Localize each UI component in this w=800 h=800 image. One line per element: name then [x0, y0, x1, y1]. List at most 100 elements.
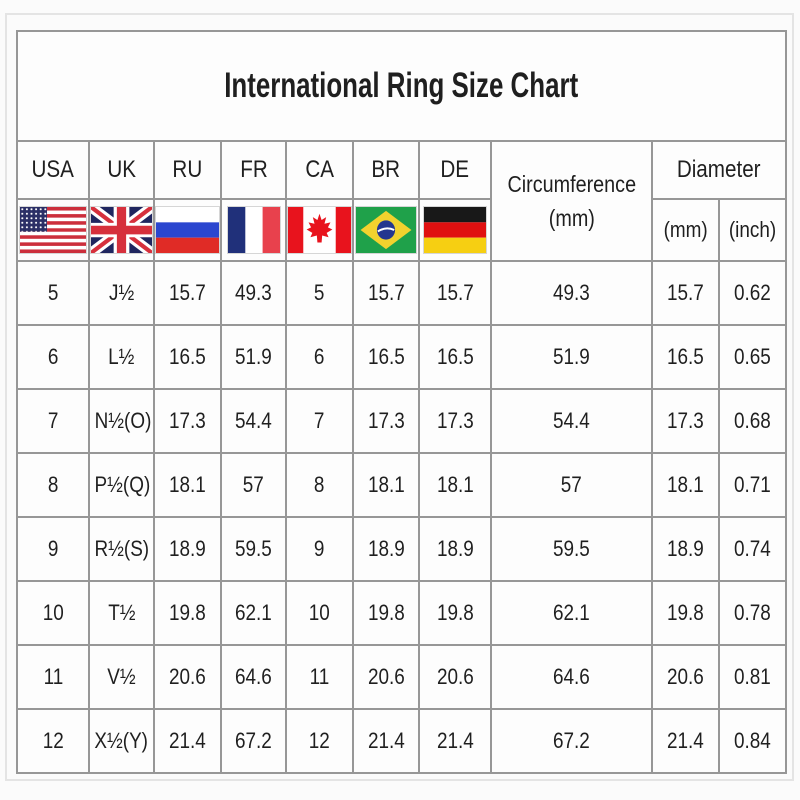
cell-fr: 64.6	[220, 644, 287, 710]
col-header-fr: FR	[220, 140, 287, 200]
ring-size-table: International Ring Size Chart USA UK RU …	[15, 30, 788, 774]
france-flag-icon	[226, 206, 281, 254]
cell-uk: R½(S)	[88, 516, 155, 582]
table-row: 8 P½(Q) 18.1 57 8 18.1 18.1 57 18.1 0.71	[16, 452, 788, 518]
cell-diameter-inch: 0.65	[717, 324, 788, 390]
cell-circumference: 49.3	[490, 260, 653, 326]
cell-fr: 54.4	[220, 388, 287, 454]
cell-uk: T½	[88, 580, 155, 646]
uk-flag-icon	[91, 206, 152, 254]
cell-diameter-inch: 0.71	[717, 452, 788, 518]
cell-uk: V½	[88, 644, 155, 710]
cell-usa: 10	[16, 580, 90, 646]
cell-usa: 11	[16, 644, 90, 710]
cell-circumference: 57	[490, 452, 653, 518]
cell-ca: 10	[285, 580, 354, 646]
brazil-flag-icon	[355, 206, 417, 254]
flag-cell-uk	[88, 198, 155, 262]
cell-usa: 8	[16, 452, 90, 518]
cell-br: 21.4	[352, 708, 420, 774]
cell-de: 18.9	[418, 516, 492, 582]
table-row: 6 L½ 16.5 51.9 6 16.5 16.5 51.9 16.5 0.6…	[16, 324, 788, 390]
header-row: USA UK RU FR CA BR DE Circumference (mm)…	[16, 140, 788, 262]
cell-ru: 15.7	[153, 260, 222, 326]
col-header-de: DE	[418, 140, 492, 200]
cell-br: 20.6	[352, 644, 420, 710]
usa-flag-icon	[19, 206, 87, 254]
cell-diameter-mm: 20.6	[651, 644, 720, 710]
cell-diameter-mm: 15.7	[651, 260, 720, 326]
flag-cell-usa	[16, 198, 90, 262]
flag-cell-brazil	[352, 198, 420, 262]
flag-cell-canada	[285, 198, 354, 262]
cell-diameter-mm: 16.5	[651, 324, 720, 390]
cell-de: 15.7	[418, 260, 492, 326]
cell-usa: 5	[16, 260, 90, 326]
cell-br: 18.9	[352, 516, 420, 582]
cell-ru: 21.4	[153, 708, 222, 774]
cell-br: 15.7	[352, 260, 420, 326]
cell-ru: 17.3	[153, 388, 222, 454]
canada-flag-icon	[288, 206, 351, 254]
germany-flag-icon	[423, 206, 487, 254]
col-header-diameter-mm: (mm)	[651, 198, 720, 262]
flag-cell-france	[220, 198, 287, 262]
cell-ru: 18.9	[153, 516, 222, 582]
chart-title: International Ring Size Chart	[224, 66, 579, 105]
cell-diameter-mm: 17.3	[651, 388, 720, 454]
cell-usa: 12	[16, 708, 90, 774]
col-header-usa: USA	[16, 140, 90, 200]
cell-circumference: 54.4	[490, 388, 653, 454]
table-row: 5 J½ 15.7 49.3 5 15.7 15.7 49.3 15.7 0.6…	[16, 260, 788, 326]
cell-de: 16.5	[418, 324, 492, 390]
cell-ca: 5	[285, 260, 354, 326]
cell-diameter-mm: 21.4	[651, 708, 720, 774]
cell-circumference: 64.6	[490, 644, 653, 710]
cell-fr: 62.1	[220, 580, 287, 646]
cell-uk: J½	[88, 260, 155, 326]
title-row: International Ring Size Chart	[15, 30, 788, 142]
chart-title-cell: International Ring Size Chart	[15, 30, 788, 142]
cell-ru: 16.5	[153, 324, 222, 390]
cell-uk: N½(O)	[88, 388, 155, 454]
cell-fr: 59.5	[220, 516, 287, 582]
cell-diameter-inch: 0.62	[717, 260, 788, 326]
cell-fr: 57	[220, 452, 287, 518]
cell-uk: L½	[88, 324, 155, 390]
cell-ca: 7	[285, 388, 354, 454]
cell-br: 19.8	[352, 580, 420, 646]
cell-diameter-mm: 18.1	[651, 452, 720, 518]
cell-fr: 49.3	[220, 260, 287, 326]
cell-ca: 8	[285, 452, 354, 518]
cell-ca: 12	[285, 708, 354, 774]
cell-uk: P½(Q)	[88, 452, 155, 518]
cell-diameter-mm: 19.8	[651, 580, 720, 646]
cell-ru: 19.8	[153, 580, 222, 646]
cell-circumference: 59.5	[490, 516, 653, 582]
cell-diameter-mm: 18.9	[651, 516, 720, 582]
table-row: 12 X½(Y) 21.4 67.2 12 21.4 21.4 67.2 21.…	[16, 708, 788, 774]
table-row: 10 T½ 19.8 62.1 10 19.8 19.8 62.1 19.8 0…	[16, 580, 788, 646]
cell-usa: 9	[16, 516, 90, 582]
cell-br: 17.3	[352, 388, 420, 454]
cell-br: 18.1	[352, 452, 420, 518]
col-header-diameter: Diameter	[650, 140, 788, 200]
flags-row: (mm) (inch)	[16, 198, 788, 262]
cell-diameter-inch: 0.74	[717, 516, 788, 582]
table-row: 11 V½ 20.6 64.6 11 20.6 20.6 64.6 20.6 0…	[16, 644, 788, 710]
cell-de: 20.6	[418, 644, 492, 710]
cell-br: 16.5	[352, 324, 420, 390]
cell-usa: 6	[16, 324, 90, 390]
cell-diameter-inch: 0.78	[717, 580, 788, 646]
col-header-ca: CA	[285, 140, 354, 200]
col-header-diameter-inch: (inch)	[717, 198, 788, 262]
cell-de: 18.1	[418, 452, 492, 518]
cell-usa: 7	[16, 388, 90, 454]
col-header-uk: UK	[88, 140, 155, 200]
cell-diameter-inch: 0.68	[717, 388, 788, 454]
cell-de: 19.8	[418, 580, 492, 646]
cell-diameter-inch: 0.84	[717, 708, 788, 774]
cell-ca: 6	[285, 324, 354, 390]
photo-frame	[5, 13, 794, 781]
col-header-circumference: Circumference (mm)	[490, 140, 653, 262]
